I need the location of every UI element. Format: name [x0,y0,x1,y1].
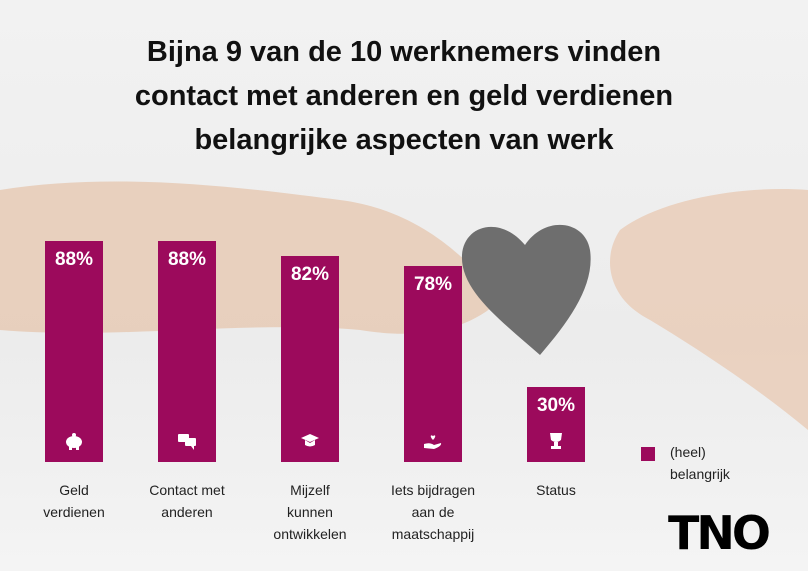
legend-label: (heel) belangrijk [670,444,730,482]
logo: TNO [668,506,771,560]
bar [158,241,216,462]
bar [281,256,339,462]
value-label: 78% [413,274,453,296]
value-label: 30% [536,394,576,416]
bar-icon [66,433,82,450]
value-label: 88% [167,249,207,271]
x-tick-label: Iets bijdragen aan de maatschappij [390,482,476,542]
x-tick-label: Contact met anderen [149,482,225,520]
bar-icon [424,435,442,449]
x-tick-label: Geld verdienen [43,482,105,520]
value-label: 88% [54,249,94,271]
bar-icon [550,433,562,449]
x-tick-label: Status [536,482,576,498]
bar [404,266,462,462]
bar [45,241,103,462]
bar-icon [178,434,196,450]
legend-swatch [641,447,655,461]
chart-title: Bijna 9 van de 10 werknemers vinden cont… [134,36,674,156]
x-tick-label: Mijzelf kunnen ontwikkelen [273,482,347,542]
bar-icon [301,434,319,447]
value-label: 82% [290,264,330,286]
bar [527,386,585,462]
